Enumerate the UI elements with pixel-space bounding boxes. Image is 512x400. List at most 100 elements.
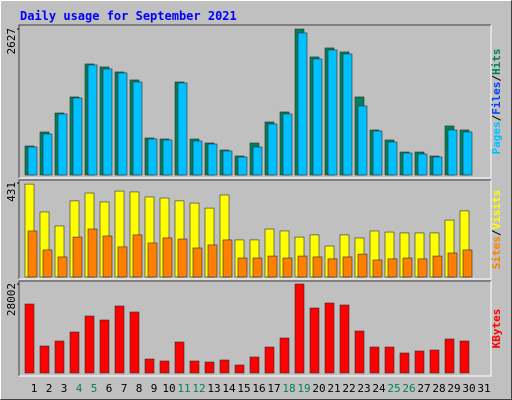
bar	[84, 315, 95, 374]
panel-frame-light	[19, 281, 492, 377]
x-tick-label: 30	[462, 382, 475, 395]
bar	[54, 340, 65, 374]
bar	[162, 139, 173, 176]
bar	[252, 257, 263, 278]
x-tick-label: 31	[477, 382, 490, 395]
x-tick-label: 3	[61, 382, 68, 395]
bar	[447, 129, 458, 176]
bar	[99, 319, 110, 374]
x-tick-label: 1	[31, 382, 38, 395]
bar	[159, 360, 170, 374]
x-tick-label: 24	[372, 382, 386, 395]
bar	[42, 249, 53, 278]
bar	[57, 256, 68, 278]
bar	[417, 258, 428, 278]
bar	[342, 53, 353, 176]
bar	[402, 257, 413, 278]
bar	[297, 255, 308, 278]
bar	[462, 249, 473, 278]
x-tick-label: 29	[447, 382, 460, 395]
bar	[177, 82, 188, 176]
bar	[279, 337, 290, 374]
x-tick-label: 15	[237, 382, 250, 395]
bar	[462, 131, 473, 176]
bar	[297, 32, 308, 176]
bar	[234, 364, 245, 374]
bar	[249, 356, 260, 374]
legend-entry: Pages	[490, 121, 503, 154]
bar	[432, 255, 443, 278]
x-tick-label: 20	[312, 382, 325, 395]
legend-separator: /	[490, 229, 503, 236]
bar	[192, 247, 203, 278]
bar	[102, 235, 113, 278]
chart-title: Daily usage for September 2021	[20, 9, 237, 23]
bar	[144, 358, 155, 374]
bar	[384, 346, 395, 374]
bar	[174, 341, 185, 374]
x-tick-label: 19	[297, 382, 310, 395]
bar	[267, 255, 278, 278]
x-tick-label: 8	[136, 382, 143, 395]
y-tick-label: 431	[5, 182, 18, 202]
bar	[27, 146, 38, 176]
bar	[69, 331, 80, 374]
x-tick-label: 5	[91, 382, 98, 395]
x-tick-label: 25	[387, 382, 400, 395]
x-tick-label: 22	[342, 382, 355, 395]
x-tick-label: 23	[357, 382, 370, 395]
bar	[204, 361, 215, 374]
bar	[24, 303, 35, 374]
legend-separator: /	[490, 75, 503, 82]
bar	[387, 141, 398, 176]
x-tick-label: 13	[207, 382, 220, 395]
bar	[414, 350, 425, 374]
panel-frame-dark	[18, 24, 491, 178]
bar	[219, 359, 230, 374]
bar	[87, 228, 98, 278]
legend-separator: /	[490, 114, 503, 121]
bar	[147, 242, 158, 278]
x-tick-label: 10	[162, 382, 175, 395]
bar	[447, 252, 458, 278]
bar	[207, 244, 218, 278]
x-tick-label: 21	[327, 382, 340, 395]
panel-frame-light	[19, 25, 492, 179]
bar	[327, 49, 338, 176]
x-tick-label: 12	[192, 382, 205, 395]
bar	[339, 304, 350, 374]
bar	[129, 311, 140, 374]
bar	[87, 64, 98, 176]
bar	[114, 305, 125, 374]
bar	[312, 58, 323, 176]
x-tick-label: 4	[76, 382, 83, 395]
bar	[387, 258, 398, 278]
legend: Pages/Files/Hits	[490, 49, 503, 155]
legend-entry: Hits	[490, 49, 503, 76]
bar	[444, 338, 455, 374]
legend: Sites/Visits	[490, 190, 503, 270]
bar	[102, 68, 113, 176]
bar	[324, 302, 335, 374]
y-tick-label: 28002	[5, 283, 18, 316]
x-tick-label: 6	[106, 382, 113, 395]
bar	[369, 346, 380, 374]
panel-frame-light	[19, 180, 492, 280]
x-tick-label: 11	[177, 382, 190, 395]
bar	[27, 230, 38, 278]
bar	[354, 330, 365, 374]
bar	[117, 246, 128, 278]
x-tick-label: 2	[46, 382, 53, 395]
bar	[252, 146, 263, 176]
bar	[372, 130, 383, 176]
bar	[357, 105, 368, 176]
x-tick-label: 18	[282, 382, 295, 395]
bar	[72, 236, 83, 278]
legend-entry: Visits	[490, 190, 503, 230]
bar	[39, 345, 50, 374]
legend: KBytes	[490, 309, 503, 349]
bar	[342, 256, 353, 278]
bar	[42, 133, 53, 176]
bar	[57, 113, 68, 176]
